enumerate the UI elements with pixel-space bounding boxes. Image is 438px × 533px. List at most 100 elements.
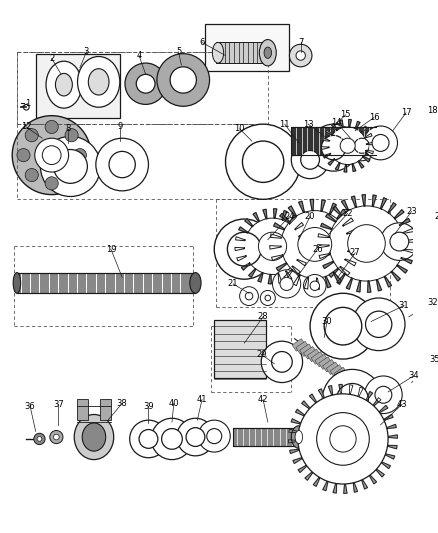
Text: 35: 35 [428, 354, 438, 364]
Circle shape [265, 295, 270, 301]
Circle shape [45, 120, 58, 134]
Polygon shape [317, 233, 329, 238]
Bar [352, 380, 366, 393]
Circle shape [309, 281, 319, 290]
Text: 36: 36 [25, 401, 35, 410]
Polygon shape [322, 154, 330, 158]
Polygon shape [347, 251, 359, 255]
Circle shape [245, 292, 252, 300]
Polygon shape [356, 280, 360, 292]
Circle shape [329, 426, 355, 452]
Polygon shape [253, 213, 259, 222]
Polygon shape [343, 165, 346, 172]
Bar [291, 127, 375, 155]
Circle shape [363, 126, 396, 160]
Polygon shape [372, 398, 380, 406]
Bar [314, 354, 328, 367]
Bar [295, 341, 309, 354]
Circle shape [95, 138, 148, 191]
Circle shape [35, 138, 68, 172]
Polygon shape [309, 394, 316, 403]
Bar [325, 362, 339, 375]
Polygon shape [289, 449, 299, 454]
Circle shape [364, 376, 401, 414]
Polygon shape [257, 272, 262, 282]
Bar [17, 272, 195, 293]
Circle shape [12, 116, 91, 195]
Polygon shape [362, 156, 369, 162]
Circle shape [186, 427, 205, 447]
Polygon shape [279, 213, 289, 222]
Text: 20: 20 [304, 212, 314, 221]
Polygon shape [368, 475, 376, 484]
Text: 11: 11 [279, 119, 290, 128]
Text: 29: 29 [255, 350, 266, 359]
Circle shape [49, 431, 63, 443]
Polygon shape [318, 254, 330, 259]
Circle shape [309, 293, 375, 359]
Circle shape [125, 63, 166, 104]
Polygon shape [386, 424, 396, 429]
Polygon shape [361, 480, 367, 489]
Polygon shape [317, 245, 328, 248]
Polygon shape [343, 484, 346, 494]
Text: 41: 41 [196, 395, 207, 404]
Polygon shape [360, 126, 367, 133]
Circle shape [303, 274, 325, 297]
Polygon shape [322, 481, 327, 491]
Polygon shape [383, 414, 392, 420]
Polygon shape [298, 232, 307, 237]
Polygon shape [342, 218, 353, 226]
Text: 30: 30 [321, 317, 332, 326]
Polygon shape [339, 120, 343, 128]
Circle shape [328, 127, 366, 165]
Bar [360, 385, 373, 398]
Circle shape [328, 206, 403, 281]
Polygon shape [300, 242, 309, 245]
Polygon shape [325, 130, 332, 135]
Polygon shape [371, 195, 375, 206]
Polygon shape [293, 274, 300, 286]
Circle shape [156, 54, 209, 106]
Polygon shape [328, 268, 338, 277]
Ellipse shape [13, 272, 21, 293]
Text: 43: 43 [396, 400, 406, 409]
Polygon shape [375, 469, 383, 477]
Circle shape [300, 150, 319, 169]
Polygon shape [357, 387, 362, 397]
Polygon shape [350, 196, 356, 207]
Text: 38: 38 [117, 399, 127, 408]
Circle shape [316, 413, 368, 465]
Polygon shape [273, 223, 284, 230]
Polygon shape [328, 203, 336, 214]
Circle shape [42, 146, 61, 165]
Polygon shape [262, 209, 266, 219]
Text: 21: 21 [227, 279, 238, 288]
Circle shape [323, 308, 361, 345]
Circle shape [309, 124, 356, 171]
Polygon shape [313, 477, 319, 487]
Circle shape [291, 141, 328, 179]
Text: 32: 32 [426, 298, 437, 307]
Text: 2: 2 [49, 54, 54, 63]
Polygon shape [292, 458, 302, 464]
Polygon shape [269, 246, 280, 249]
Circle shape [280, 211, 348, 278]
Bar [233, 427, 298, 447]
Polygon shape [285, 271, 291, 280]
Polygon shape [277, 274, 282, 284]
Polygon shape [320, 223, 331, 230]
Polygon shape [298, 201, 304, 213]
Ellipse shape [88, 69, 109, 95]
Circle shape [53, 150, 87, 183]
Polygon shape [335, 163, 339, 170]
Bar [77, 399, 88, 420]
Circle shape [139, 430, 158, 448]
Circle shape [129, 420, 167, 458]
Polygon shape [346, 278, 352, 289]
Bar [322, 359, 335, 372]
Ellipse shape [74, 415, 113, 459]
Polygon shape [357, 161, 363, 168]
Ellipse shape [82, 423, 106, 451]
Polygon shape [354, 122, 359, 129]
